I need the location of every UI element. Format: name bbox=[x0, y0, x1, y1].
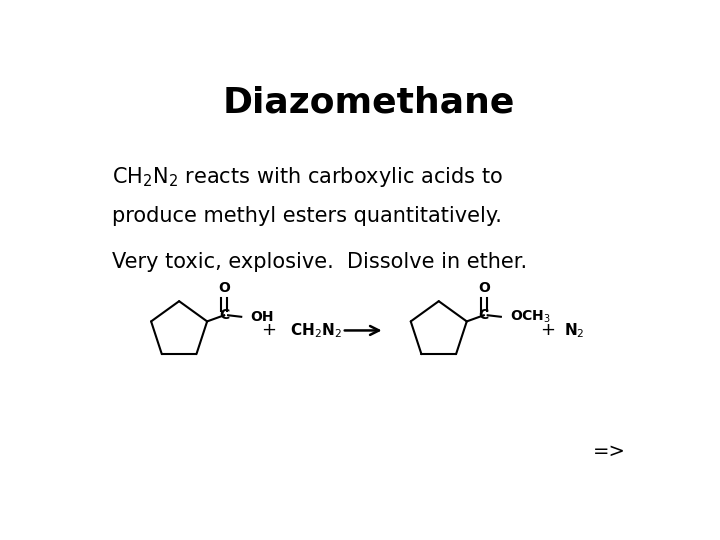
Text: CH$_2$N$_2$: CH$_2$N$_2$ bbox=[290, 321, 342, 340]
Text: C: C bbox=[219, 308, 229, 322]
Text: Diazomethane: Diazomethane bbox=[222, 85, 516, 119]
Text: Very toxic, explosive.  Dissolve in ether.: Very toxic, explosive. Dissolve in ether… bbox=[112, 252, 528, 272]
Text: produce methyl esters quantitatively.: produce methyl esters quantitatively. bbox=[112, 206, 502, 226]
Text: +: + bbox=[261, 321, 276, 340]
Text: N$_2$: N$_2$ bbox=[564, 321, 585, 340]
Text: +: + bbox=[540, 321, 554, 340]
Text: O: O bbox=[218, 281, 230, 295]
Text: =>: => bbox=[593, 442, 626, 461]
Text: C: C bbox=[479, 308, 489, 322]
Text: OCH$_3$: OCH$_3$ bbox=[510, 308, 552, 325]
Text: CH$_2$N$_2$ reacts with carboxylic acids to: CH$_2$N$_2$ reacts with carboxylic acids… bbox=[112, 165, 503, 188]
Text: OH: OH bbox=[251, 310, 274, 324]
Text: O: O bbox=[478, 281, 490, 295]
